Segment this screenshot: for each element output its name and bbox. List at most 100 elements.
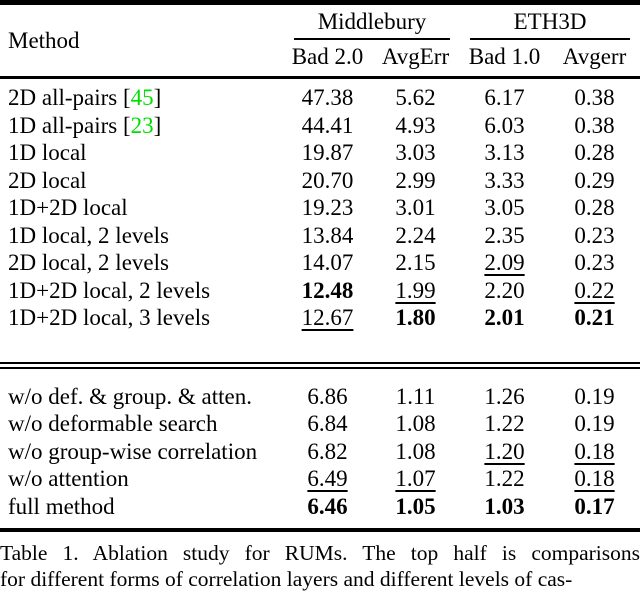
value-cell: 1.05 bbox=[395, 493, 436, 519]
citation-link[interactable]: 23 bbox=[130, 112, 154, 138]
method-cell: 1D all-pairs [23] bbox=[8, 112, 162, 138]
method-column-header: Method bbox=[0, 2, 284, 79]
col-header-bad10: Bad 1.0 bbox=[460, 40, 550, 79]
table-row: w/o group-wise correlation 6.82 1.08 1.20 0.… bbox=[0, 438, 640, 466]
table-row: 2D local, 2 levels 14.07 2.15 2.09 0.23 bbox=[0, 249, 640, 277]
value-cell: 6.03 bbox=[484, 112, 525, 138]
col-header-bad20: Bad 2.0 bbox=[284, 40, 371, 79]
value-cell: 0.38 bbox=[574, 112, 615, 138]
value-cell: 1.08 bbox=[395, 438, 436, 464]
col-header-avgerr-middlebury: AvgErr bbox=[371, 40, 461, 79]
method-cell: w/o deformable search bbox=[8, 411, 218, 436]
group-label-middlebury: Middlebury bbox=[294, 9, 451, 40]
section-ablation-rows: w/o def. & group. & atten. 6.86 1.11 1.26 0.… bbox=[0, 381, 640, 531]
table-row: 1D local 19.87 3.03 3.13 0.28 bbox=[0, 139, 640, 167]
value-cell: 44.41 bbox=[301, 112, 354, 138]
value-cell: 1.20 bbox=[484, 438, 525, 464]
value-cell: 3.01 bbox=[395, 195, 436, 220]
col-header-avgerr-eth3d: Avgerr bbox=[549, 40, 640, 79]
double-rule bbox=[0, 361, 640, 369]
group-label-eth3d: ETH3D bbox=[470, 9, 631, 40]
value-cell: 3.05 bbox=[484, 195, 525, 220]
ablation-table: Method Middlebury ETH3D Bad 2.0 AvgErr B… bbox=[0, 0, 640, 532]
value-cell: 0.23 bbox=[574, 222, 615, 248]
method-cell: w/o group-wise correlation bbox=[8, 438, 258, 464]
table-row: 2D local 20.70 2.99 3.33 0.29 bbox=[0, 167, 640, 195]
value-cell: 1.08 bbox=[395, 411, 436, 436]
value-cell: 19.87 bbox=[301, 140, 354, 165]
value-cell: 6.86 bbox=[307, 383, 348, 409]
table-row: 1D all-pairs [23] 44.41 4.93 6.03 0.38 bbox=[0, 112, 640, 140]
value-cell: 1.99 bbox=[395, 277, 436, 303]
value-cell: 0.18 bbox=[574, 466, 615, 491]
table-row: 1D+2D local 19.23 3.01 3.05 0.28 bbox=[0, 194, 640, 222]
group-header-eth3d: ETH3D bbox=[460, 3, 640, 40]
table-row: 1D local, 2 levels 13.84 2.24 2.35 0.23 bbox=[0, 222, 640, 250]
value-cell: 3.33 bbox=[484, 167, 525, 193]
value-cell: 0.29 bbox=[574, 167, 615, 193]
caption-line-2: for different forms of correlation layer… bbox=[0, 567, 573, 591]
value-cell: 6.82 bbox=[307, 438, 348, 464]
value-cell: 1.22 bbox=[484, 411, 525, 436]
table-row: w/o def. & group. & atten. 6.86 1.11 1.26 0.… bbox=[0, 381, 640, 411]
value-cell: 14.07 bbox=[301, 250, 354, 275]
value-cell: 1.11 bbox=[395, 383, 436, 409]
value-cell: 0.28 bbox=[574, 195, 615, 220]
value-cell: 2.35 bbox=[484, 222, 525, 248]
value-cell: 3.03 bbox=[395, 140, 436, 165]
value-cell: 1.03 bbox=[484, 493, 525, 519]
value-cell: 3.13 bbox=[484, 140, 525, 165]
table-row: 2D all-pairs [45] 47.38 5.62 6.17 0.38 bbox=[0, 78, 640, 112]
value-cell: 0.21 bbox=[574, 305, 615, 330]
citation-link[interactable]: 45 bbox=[130, 85, 154, 110]
value-cell: 0.22 bbox=[574, 277, 615, 303]
value-cell: 1.07 bbox=[395, 466, 436, 491]
table-caption: Table 1. Ablation study for RUMs. The to… bbox=[0, 540, 640, 592]
value-cell: 2.15 bbox=[395, 250, 436, 275]
method-cell: w/o def. & group. & atten. bbox=[8, 383, 253, 409]
value-cell: 2.01 bbox=[484, 305, 525, 330]
section-correlation-rows: 2D all-pairs [45] 47.38 5.62 6.17 0.38 1D all… bbox=[0, 78, 640, 342]
table-header: Method Middlebury ETH3D Bad 2.0 AvgErr B… bbox=[0, 2, 640, 79]
value-cell: 6.46 bbox=[307, 493, 348, 519]
value-cell: 6.17 bbox=[484, 85, 525, 110]
value-cell: 0.19 bbox=[574, 383, 615, 409]
method-cell: full method bbox=[8, 493, 115, 519]
value-cell: 1.80 bbox=[395, 305, 436, 330]
value-cell: 12.48 bbox=[301, 277, 354, 303]
value-cell: 1.22 bbox=[484, 466, 525, 491]
method-cell: w/o attention bbox=[8, 466, 129, 491]
separator-row bbox=[0, 342, 640, 381]
group-header-row: Method Middlebury ETH3D bbox=[0, 2, 640, 79]
method-cell: 1D+2D local, 2 levels bbox=[8, 277, 211, 303]
method-cell: 2D local, 2 levels bbox=[8, 250, 169, 275]
table-row: w/o deformable search 6.84 1.08 1.22 0.19 bbox=[0, 410, 640, 438]
value-cell: 6.84 bbox=[307, 411, 348, 436]
table-row: full method 6.46 1.05 1.03 0.17 bbox=[0, 493, 640, 531]
table-row: w/o attention 6.49 1.07 1.22 0.18 bbox=[0, 465, 640, 493]
method-cell: 1D local, 2 levels bbox=[8, 222, 169, 248]
value-cell: 13.84 bbox=[301, 222, 354, 248]
caption-line-1: Table 1. Ablation study for RUMs. The to… bbox=[0, 541, 640, 565]
method-cell: 1D local bbox=[8, 140, 87, 165]
method-cell: 2D all-pairs [45] bbox=[8, 85, 162, 110]
method-cell: 2D local bbox=[8, 167, 87, 193]
value-cell: 2.99 bbox=[395, 167, 436, 193]
value-cell: 20.70 bbox=[301, 167, 354, 193]
value-cell: 0.38 bbox=[574, 85, 615, 110]
value-cell: 5.62 bbox=[395, 85, 436, 110]
value-cell: 0.18 bbox=[574, 438, 615, 464]
value-cell: 0.23 bbox=[574, 250, 615, 275]
metric-header-row: Bad 2.0 AvgErr Bad 1.0 Avgerr bbox=[0, 40, 640, 79]
value-cell: 0.28 bbox=[574, 140, 615, 165]
table-row: 1D+2D local, 3 levels 12.67 1.80 2.01 0.21 bbox=[0, 304, 640, 342]
value-cell: 47.38 bbox=[301, 85, 354, 110]
value-cell: 4.93 bbox=[395, 112, 436, 138]
value-cell: 2.09 bbox=[484, 250, 525, 275]
method-cell: 1D+2D local, 3 levels bbox=[8, 305, 211, 330]
method-cell: 1D+2D local bbox=[8, 195, 128, 220]
section-separator bbox=[0, 342, 640, 381]
value-cell: 0.19 bbox=[574, 411, 615, 436]
value-cell: 2.20 bbox=[484, 277, 525, 303]
